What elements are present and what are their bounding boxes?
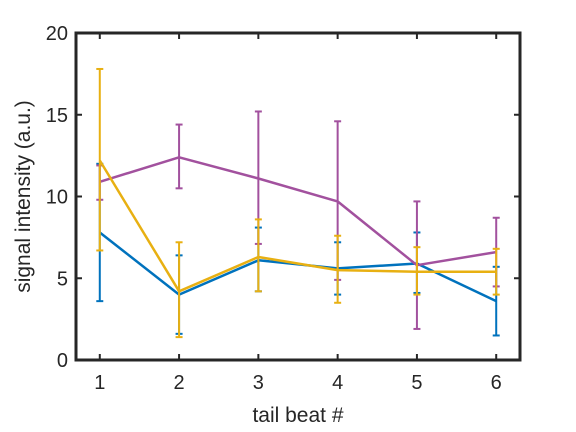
- plot-background: [76, 33, 520, 360]
- x-tick-label-5: 6: [491, 372, 502, 394]
- x-tick-label-1: 2: [174, 372, 185, 394]
- y-tick-label-0: 0: [57, 350, 68, 372]
- x-tick-label-4: 5: [411, 372, 422, 394]
- y-tick-label-2: 10: [46, 187, 68, 209]
- x-tick-label-0: 1: [94, 372, 105, 394]
- x-tick-label-2: 3: [253, 372, 264, 394]
- y-axis-label: signal intensity (a.u.): [12, 100, 35, 293]
- y-tick-label-4: 20: [46, 23, 68, 45]
- x-tick-label-3: 4: [332, 372, 343, 394]
- x-axis-label: tail beat #: [252, 404, 343, 427]
- y-tick-label-1: 5: [57, 268, 68, 290]
- y-tick-label-3: 15: [46, 105, 68, 127]
